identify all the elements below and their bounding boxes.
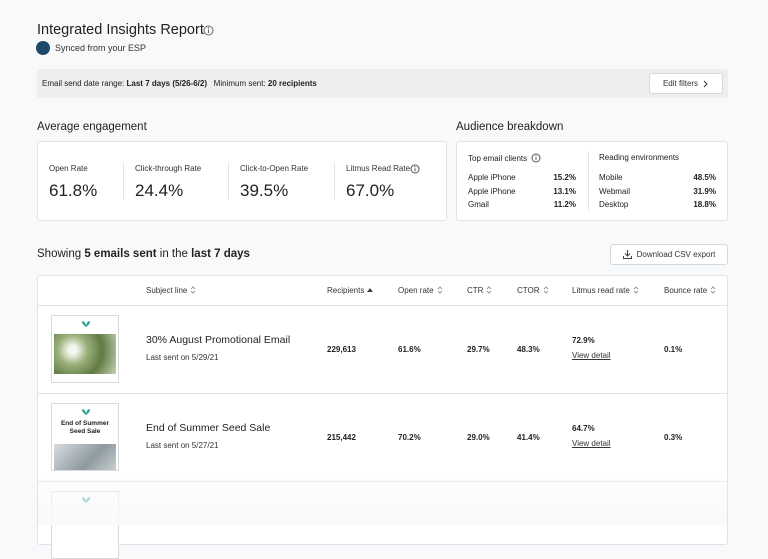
- sort-icon: [543, 286, 548, 294]
- cell-recipients: 215,442: [327, 433, 356, 442]
- fade: [38, 479, 727, 525]
- client-name: Desktop: [599, 200, 629, 209]
- metric-label: Open Rate: [49, 164, 88, 173]
- divider: [588, 151, 589, 211]
- email-thumbnail: [51, 315, 119, 383]
- thumbnail-text: End of Summer Seed Sale: [60, 420, 110, 435]
- engagement-card: [37, 141, 447, 221]
- download-icon: [622, 250, 632, 259]
- column-header[interactable]: Open rate: [398, 286, 443, 295]
- cell-ctr: 29.7%: [467, 345, 490, 354]
- column-header[interactable]: CTOR: [517, 286, 549, 295]
- metric-label: Litmus Read Rate: [346, 164, 411, 173]
- section-title: Average engagement: [37, 121, 147, 133]
- root: Integrated Insights Report Synced from y…: [36, 22, 728, 559]
- summary-text: Showing: [37, 248, 82, 260]
- cell-open-rate: 70.2%: [398, 433, 421, 442]
- client-value: 13.1%: [553, 186, 576, 196]
- client-value: 15.2%: [553, 173, 576, 182]
- clients-title: Top email clients: [468, 154, 528, 163]
- brand-logo: [82, 409, 90, 415]
- cell-bounce: 0.3%: [664, 433, 683, 442]
- chevron: [703, 80, 708, 87]
- client-value: 18.8%: [693, 200, 716, 209]
- client-value: 11.2%: [553, 200, 576, 209]
- client-name: Apple iPhone: [468, 186, 516, 196]
- client-name: Apple iPhone: [468, 173, 516, 182]
- info-icon[interactable]: [531, 153, 541, 163]
- cell-ctr: 29.0%: [467, 433, 490, 442]
- cell-litmus: 64.7%: [572, 424, 595, 433]
- cell-ctor: 41.4%: [517, 433, 540, 442]
- sort-icon: [191, 286, 196, 294]
- cell-open-rate: 61.6%: [398, 345, 421, 354]
- range-value: Last 7 days (5/26-6/2): [126, 79, 207, 88]
- client-name: Mobile: [599, 173, 623, 182]
- divider: [228, 163, 229, 199]
- thumbnail-photo: [54, 444, 116, 470]
- metric-label: Click-through Rate: [135, 164, 202, 173]
- summary-count: 5 emails sent: [84, 248, 157, 260]
- email-thumbnail: End of Summer Seed Sale: [51, 403, 119, 471]
- cell-recipients: 229,613: [327, 345, 356, 354]
- column-header[interactable]: Subject line: [146, 286, 196, 295]
- column-header[interactable]: Recipients: [327, 286, 374, 295]
- sort-icon: [487, 286, 492, 294]
- cell-bounce: 0.1%: [664, 345, 683, 354]
- info-icon[interactable]: [203, 25, 214, 36]
- metric-value: 24.4%: [135, 181, 184, 200]
- cell-litmus: 72.9%: [572, 336, 595, 345]
- button-label: Edit filters: [662, 79, 699, 88]
- brand-logo: [82, 321, 90, 327]
- client-value: 48.5%: [693, 173, 716, 182]
- client-name: Gmail: [468, 200, 489, 209]
- row-divider: [38, 305, 727, 306]
- filter-text: Email send date range: Last 7 days (5/26…: [42, 79, 317, 88]
- sort-icon: [437, 286, 442, 294]
- view-detail-link[interactable]: View detail: [572, 439, 611, 448]
- metric-label: Click-to-Open Rate: [240, 164, 309, 173]
- cell-ctor: 48.3%: [517, 345, 540, 354]
- min-value: 20 recipients: [267, 79, 317, 88]
- summary: Showing 5 emails sent in the last 7 days: [37, 248, 250, 260]
- view-detail-link[interactable]: View detail: [572, 351, 611, 360]
- last-sent: Last sent on 5/29/21: [146, 353, 219, 362]
- sync-text: Synced from your ESP: [55, 43, 147, 53]
- column-header[interactable]: Bounce rate: [664, 286, 716, 295]
- min-label: Minimum sent:: [213, 79, 266, 88]
- filter-bar: [37, 69, 728, 98]
- info-icon[interactable]: [410, 164, 420, 174]
- summary-period: last 7 days: [191, 248, 250, 260]
- last-sent: Last sent on 5/27/21: [146, 441, 219, 450]
- audience-card: [456, 141, 728, 221]
- edit-filters-button[interactable]: Edit filters: [649, 73, 723, 94]
- thumbnail-photo: [54, 334, 116, 374]
- subject-line[interactable]: End of Summer Seed Sale: [146, 422, 271, 434]
- divider: [123, 163, 124, 199]
- column-header[interactable]: Litmus read rate: [572, 286, 639, 295]
- divider: [334, 163, 335, 199]
- esp-logo: [36, 41, 50, 55]
- row-divider: [38, 393, 727, 394]
- summary-text: in the: [159, 248, 188, 260]
- sort-icon: [710, 286, 716, 294]
- button-label: Download CSV export: [636, 250, 716, 259]
- client-value: 31.9%: [693, 186, 716, 196]
- subject-line[interactable]: 30% August Promotional Email: [146, 334, 291, 346]
- metric-value: 39.5%: [240, 181, 289, 200]
- section-title: Audience breakdown: [456, 121, 564, 133]
- page: Integrated Insights Report Synced from y…: [36, 22, 728, 559]
- sort-icon: [633, 286, 639, 294]
- csv-button[interactable]: Download CSV export: [610, 244, 728, 265]
- metric-value: 61.8%: [49, 181, 98, 200]
- report-title: Integrated Insights Report: [37, 22, 204, 38]
- client-name: Webmail: [599, 186, 630, 196]
- range-label: Email send date range:: [42, 79, 125, 88]
- sort-asc-icon: [367, 288, 374, 292]
- column-header[interactable]: CTR: [467, 286, 492, 295]
- metric-value: 67.0%: [346, 181, 395, 200]
- environments-title: Reading environments: [599, 153, 680, 162]
